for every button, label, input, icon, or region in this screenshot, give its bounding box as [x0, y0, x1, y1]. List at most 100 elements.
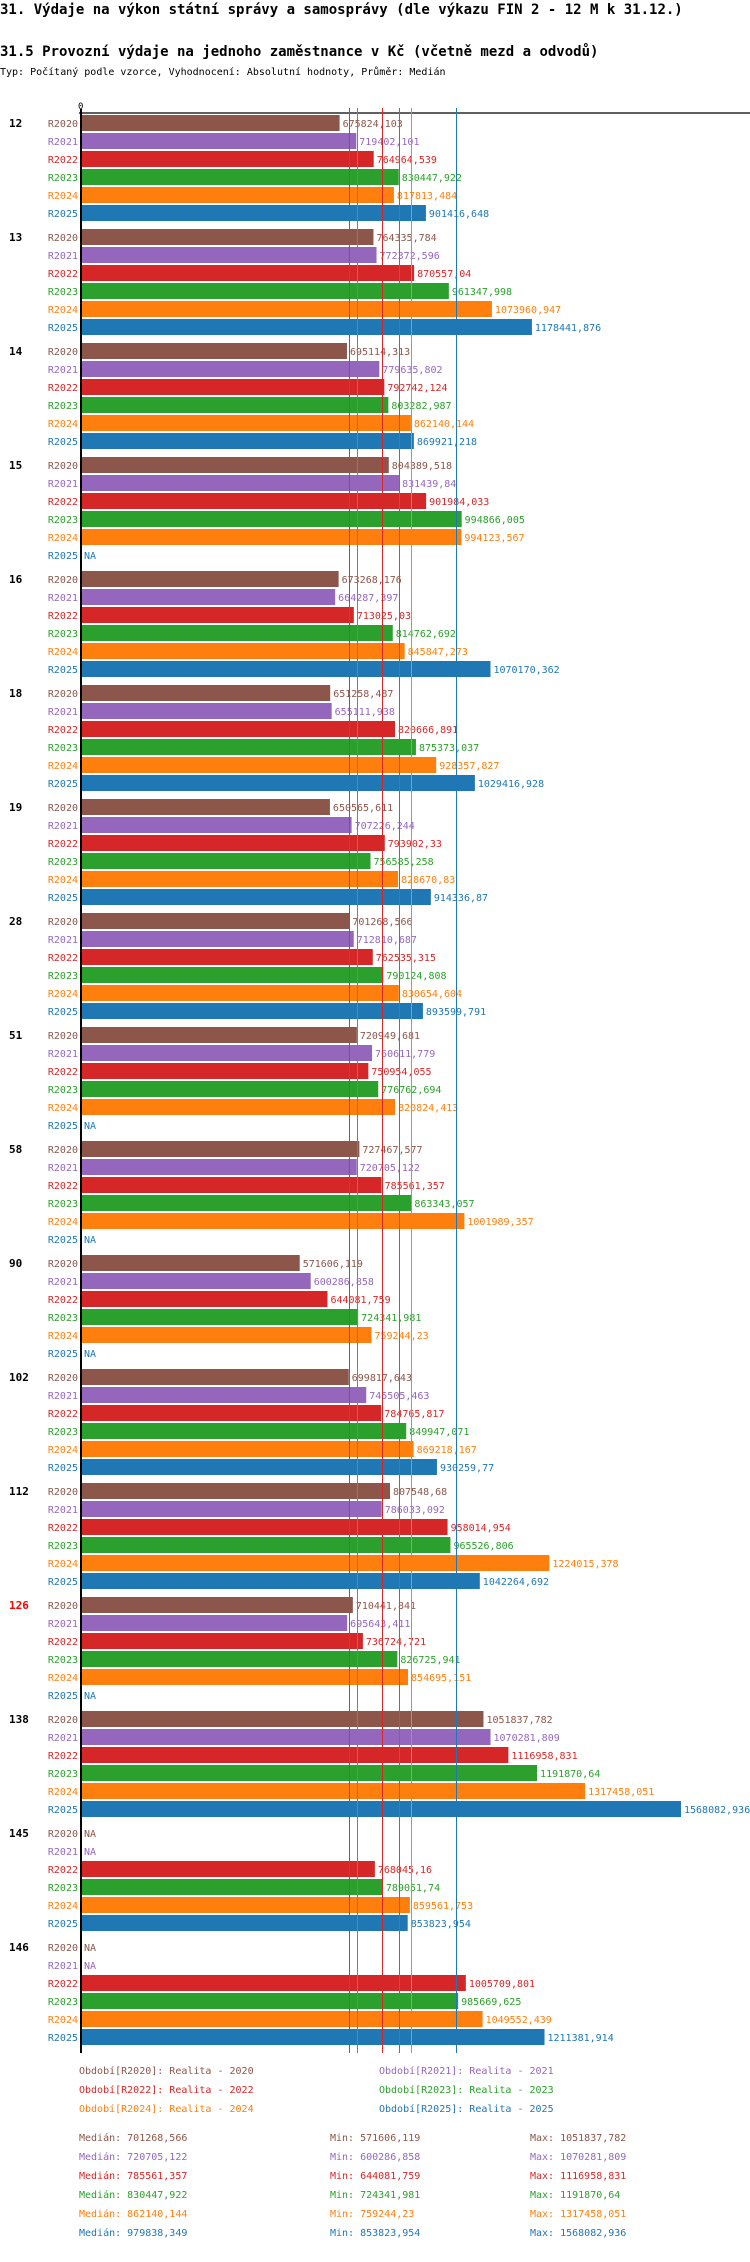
data-label: 828670,83 — [401, 875, 455, 886]
bar-r2023-12 — [82, 169, 399, 185]
series-row-label: R2024 — [48, 419, 78, 430]
max-stat: Max: 1317458,051 — [530, 2209, 627, 2220]
bar-r2025-146 — [82, 2029, 545, 2045]
data-label: 930259,77 — [440, 1463, 494, 1474]
data-label: 790124,808 — [386, 971, 446, 982]
series-row-label: R2023 — [48, 1769, 78, 1780]
bar-r2020-14 — [82, 343, 347, 359]
bar-r2023-138 — [82, 1765, 538, 1781]
series-row-label: R2024 — [48, 533, 78, 544]
series-row-label: R2025 — [48, 1235, 78, 1246]
median-stat: Medián: 701268,566 — [79, 2133, 188, 2144]
bar-r2025-12 — [82, 205, 426, 221]
bar-r2024-112 — [82, 1555, 550, 1571]
legend-item-r2023: Období[R2023]: Realita - 2023 — [379, 2085, 554, 2096]
data-label: 785561,357 — [385, 1181, 445, 1192]
data-label: 849947,071 — [409, 1427, 469, 1438]
na-label: NA — [84, 551, 96, 562]
series-row-label: R2024 — [48, 1217, 78, 1228]
bar-r2021-51 — [82, 1045, 373, 1061]
series-row-label: R2025 — [48, 1349, 78, 1360]
bar-r2021-102 — [82, 1387, 367, 1403]
series-row-label: R2022 — [48, 1751, 78, 1762]
bar-r2021-126 — [82, 1615, 348, 1631]
bar-r2020-58 — [82, 1141, 360, 1157]
na-label: NA — [84, 1829, 96, 1840]
category-label: 19 — [9, 801, 22, 814]
bar-r2024-16 — [82, 643, 405, 659]
max-stat: Max: 1116958,831 — [530, 2171, 627, 2182]
data-label: 870557,04 — [417, 269, 471, 280]
data-label: 707226,244 — [355, 821, 415, 832]
series-row-label: R2020 — [48, 689, 78, 700]
series-row-label: R2020 — [48, 1829, 78, 1840]
bar-r2024-102 — [82, 1441, 414, 1457]
bar-r2023-58 — [82, 1195, 412, 1211]
data-label: 994123,567 — [464, 533, 524, 544]
data-label: 1001989,357 — [467, 1217, 533, 1228]
bar-r2021-19 — [82, 817, 352, 833]
data-label: 803282,987 — [391, 401, 451, 412]
series-row-label: R2021 — [48, 479, 78, 490]
na-label: NA — [84, 1121, 96, 1132]
data-label: 750954,055 — [371, 1067, 431, 1078]
data-label: 859561,753 — [413, 1901, 473, 1912]
legend-item-r2020: Období[R2020]: Realita - 2020 — [79, 2066, 254, 2077]
series-row-label: R2023 — [48, 1313, 78, 1324]
bar-r2021-12 — [82, 133, 357, 149]
series-row-label: R2023 — [48, 857, 78, 868]
data-label: 727467,577 — [362, 1145, 422, 1156]
series-row-label: R2023 — [48, 1199, 78, 1210]
data-label: 1070170,362 — [493, 665, 559, 676]
series-row-label: R2022 — [48, 611, 78, 622]
series-row-label: R2025 — [48, 437, 78, 448]
data-label: 793902,33 — [388, 839, 442, 850]
data-label: 1051837,782 — [486, 1715, 552, 1726]
data-label: 644081,759 — [330, 1295, 390, 1306]
data-label: 1191870,64 — [540, 1769, 600, 1780]
data-label: 1568082,936 — [684, 1805, 750, 1816]
data-label: 817813,484 — [397, 191, 457, 202]
bar-r2024-14 — [82, 415, 411, 431]
data-label: 869218,167 — [417, 1445, 477, 1456]
bar-r2021-58 — [82, 1159, 357, 1175]
bar-r2020-138 — [82, 1711, 484, 1727]
series-row-label: R2023 — [48, 287, 78, 298]
bar-r2020-112 — [82, 1483, 390, 1499]
category-label: 18 — [9, 687, 22, 700]
data-label: 651258,487 — [333, 689, 393, 700]
max-stat: Max: 1070281,809 — [530, 2152, 627, 2163]
data-label: 713025,03 — [357, 611, 411, 622]
series-row-label: R2025 — [48, 1463, 78, 1474]
bar-r2022-112 — [82, 1519, 448, 1535]
series-row-label: R2021 — [48, 1505, 78, 1516]
data-label: 759244,23 — [375, 1331, 429, 1342]
bar-r2020-12 — [82, 115, 340, 131]
series-row-label: R2025 — [48, 551, 78, 562]
bar-r2023-112 — [82, 1537, 451, 1553]
series-row-label: R2021 — [48, 1733, 78, 1744]
series-row-label: R2024 — [48, 1901, 78, 1912]
bar-r2022-138 — [82, 1747, 509, 1763]
bar-r2025-138 — [82, 1801, 681, 1817]
series-row-label: R2020 — [48, 1145, 78, 1156]
series-row-label: R2021 — [48, 365, 78, 376]
bar-r2022-145 — [82, 1861, 375, 1877]
chart-type-description: Typ: Počítaný podle vzorce, Vyhodnocení:… — [0, 67, 446, 78]
data-label: 845847,273 — [408, 647, 468, 658]
na-label: NA — [84, 1691, 96, 1702]
series-row-label: R2025 — [48, 1007, 78, 1018]
data-label: 1049552,439 — [486, 2015, 552, 2026]
data-label: 673268,176 — [342, 575, 402, 586]
bar-r2023-13 — [82, 283, 449, 299]
bar-r2022-126 — [82, 1633, 363, 1649]
series-row-label: R2025 — [48, 209, 78, 220]
max-stat: Max: 1568082,936 — [530, 2228, 627, 2239]
median-stat: Medián: 785561,357 — [79, 2171, 188, 2182]
data-label: 830654,604 — [402, 989, 462, 1000]
bar-r2024-51 — [82, 1099, 396, 1115]
series-row-label: R2023 — [48, 1997, 78, 2008]
data-label: 820666,891 — [398, 725, 458, 736]
data-label: 756585,258 — [373, 857, 433, 868]
data-label: 760611,779 — [375, 1049, 435, 1060]
